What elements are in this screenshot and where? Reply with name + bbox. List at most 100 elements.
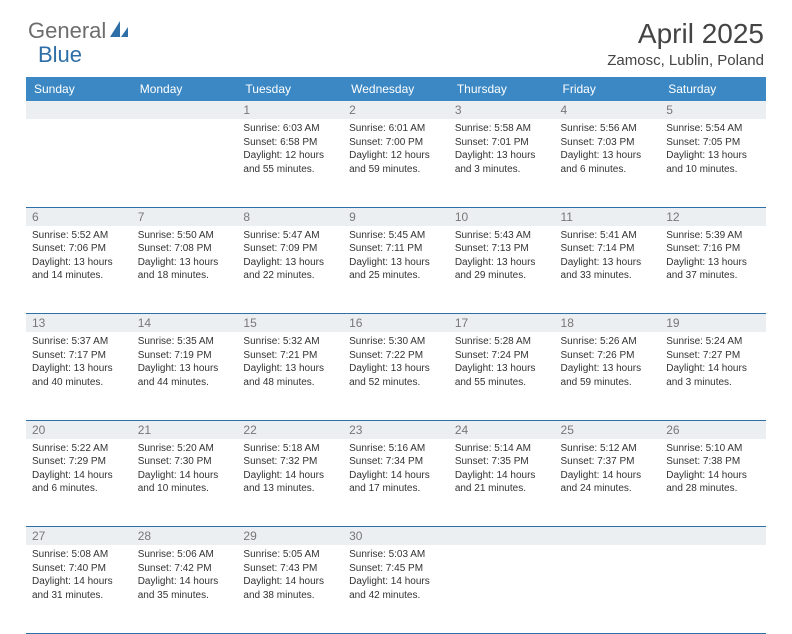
day-detail: Sunrise: 5:56 AMSunset: 7:03 PMDaylight:…	[561, 122, 655, 176]
week-detail-row: Sunrise: 6:03 AMSunset: 6:58 PMDaylight:…	[26, 119, 766, 207]
day-number: 23	[343, 420, 449, 439]
daynum-row: 12345	[26, 101, 766, 119]
day-cell: Sunrise: 5:28 AMSunset: 7:24 PMDaylight:…	[449, 332, 555, 420]
day-number: 12	[660, 207, 766, 226]
day-cell: Sunrise: 5:43 AMSunset: 7:13 PMDaylight:…	[449, 226, 555, 314]
day-number: 7	[132, 207, 238, 226]
day-number: 27	[26, 527, 132, 546]
logo-text-blue-wrap: Blue	[38, 42, 82, 68]
day-cell: Sunrise: 5:12 AMSunset: 7:37 PMDaylight:…	[555, 439, 661, 527]
week-detail-row: Sunrise: 5:08 AMSunset: 7:40 PMDaylight:…	[26, 545, 766, 633]
day-detail: Sunrise: 5:32 AMSunset: 7:21 PMDaylight:…	[243, 335, 337, 389]
weekday-header: Friday	[555, 77, 661, 101]
empty-cell	[132, 119, 238, 207]
day-number: 25	[555, 420, 661, 439]
location-label: Zamosc, Lublin, Poland	[607, 52, 764, 69]
day-number: 8	[237, 207, 343, 226]
day-detail: Sunrise: 5:37 AMSunset: 7:17 PMDaylight:…	[32, 335, 126, 389]
day-number: 9	[343, 207, 449, 226]
day-detail: Sunrise: 5:03 AMSunset: 7:45 PMDaylight:…	[349, 548, 443, 602]
daynum-row: 13141516171819	[26, 314, 766, 333]
day-number: 18	[555, 314, 661, 333]
day-number: 13	[26, 314, 132, 333]
day-detail: Sunrise: 6:03 AMSunset: 6:58 PMDaylight:…	[243, 122, 337, 176]
day-cell: Sunrise: 5:47 AMSunset: 7:09 PMDaylight:…	[237, 226, 343, 314]
daynum-row: 20212223242526	[26, 420, 766, 439]
day-detail: Sunrise: 5:28 AMSunset: 7:24 PMDaylight:…	[455, 335, 549, 389]
day-detail: Sunrise: 5:06 AMSunset: 7:42 PMDaylight:…	[138, 548, 232, 602]
day-number	[26, 101, 132, 119]
header: General April 2025 Zamosc, Lublin, Polan…	[0, 0, 792, 77]
logo-sail-icon	[108, 19, 130, 44]
day-cell: Sunrise: 5:22 AMSunset: 7:29 PMDaylight:…	[26, 439, 132, 527]
day-detail: Sunrise: 5:54 AMSunset: 7:05 PMDaylight:…	[666, 122, 760, 176]
week-detail-row: Sunrise: 5:37 AMSunset: 7:17 PMDaylight:…	[26, 332, 766, 420]
day-cell: Sunrise: 5:50 AMSunset: 7:08 PMDaylight:…	[132, 226, 238, 314]
day-number: 2	[343, 101, 449, 119]
day-cell: Sunrise: 6:03 AMSunset: 6:58 PMDaylight:…	[237, 119, 343, 207]
day-detail: Sunrise: 6:01 AMSunset: 7:00 PMDaylight:…	[349, 122, 443, 176]
empty-cell	[555, 545, 661, 633]
day-number	[132, 101, 238, 119]
day-cell: Sunrise: 5:18 AMSunset: 7:32 PMDaylight:…	[237, 439, 343, 527]
day-cell: Sunrise: 5:52 AMSunset: 7:06 PMDaylight:…	[26, 226, 132, 314]
day-cell: Sunrise: 5:20 AMSunset: 7:30 PMDaylight:…	[132, 439, 238, 527]
day-detail: Sunrise: 5:20 AMSunset: 7:30 PMDaylight:…	[138, 442, 232, 496]
calendar-body: 12345Sunrise: 6:03 AMSunset: 6:58 PMDayl…	[26, 101, 766, 633]
day-cell: Sunrise: 5:26 AMSunset: 7:26 PMDaylight:…	[555, 332, 661, 420]
day-cell: Sunrise: 5:37 AMSunset: 7:17 PMDaylight:…	[26, 332, 132, 420]
day-detail: Sunrise: 5:39 AMSunset: 7:16 PMDaylight:…	[666, 229, 760, 283]
day-detail: Sunrise: 5:05 AMSunset: 7:43 PMDaylight:…	[243, 548, 337, 602]
empty-cell	[26, 119, 132, 207]
weekday-header: Wednesday	[343, 77, 449, 101]
day-detail: Sunrise: 5:41 AMSunset: 7:14 PMDaylight:…	[561, 229, 655, 283]
day-detail: Sunrise: 5:50 AMSunset: 7:08 PMDaylight:…	[138, 229, 232, 283]
day-number: 29	[237, 527, 343, 546]
day-number	[449, 527, 555, 546]
day-number: 20	[26, 420, 132, 439]
day-number: 10	[449, 207, 555, 226]
day-detail: Sunrise: 5:35 AMSunset: 7:19 PMDaylight:…	[138, 335, 232, 389]
day-number: 21	[132, 420, 238, 439]
week-detail-row: Sunrise: 5:52 AMSunset: 7:06 PMDaylight:…	[26, 226, 766, 314]
day-detail: Sunrise: 5:26 AMSunset: 7:26 PMDaylight:…	[561, 335, 655, 389]
day-cell: Sunrise: 5:41 AMSunset: 7:14 PMDaylight:…	[555, 226, 661, 314]
empty-cell	[660, 545, 766, 633]
day-cell: Sunrise: 5:56 AMSunset: 7:03 PMDaylight:…	[555, 119, 661, 207]
day-detail: Sunrise: 5:43 AMSunset: 7:13 PMDaylight:…	[455, 229, 549, 283]
empty-cell	[449, 545, 555, 633]
day-number: 28	[132, 527, 238, 546]
day-cell: Sunrise: 5:32 AMSunset: 7:21 PMDaylight:…	[237, 332, 343, 420]
weekday-header: Monday	[132, 77, 238, 101]
day-detail: Sunrise: 5:30 AMSunset: 7:22 PMDaylight:…	[349, 335, 443, 389]
day-detail: Sunrise: 5:22 AMSunset: 7:29 PMDaylight:…	[32, 442, 126, 496]
logo: General	[28, 18, 132, 44]
day-number: 5	[660, 101, 766, 119]
day-number: 6	[26, 207, 132, 226]
day-number: 16	[343, 314, 449, 333]
day-detail: Sunrise: 5:12 AMSunset: 7:37 PMDaylight:…	[561, 442, 655, 496]
title-block: April 2025 Zamosc, Lublin, Poland	[607, 18, 764, 69]
day-cell: Sunrise: 5:14 AMSunset: 7:35 PMDaylight:…	[449, 439, 555, 527]
day-number: 17	[449, 314, 555, 333]
day-cell: Sunrise: 5:39 AMSunset: 7:16 PMDaylight:…	[660, 226, 766, 314]
day-number: 22	[237, 420, 343, 439]
day-number: 30	[343, 527, 449, 546]
day-cell: Sunrise: 5:03 AMSunset: 7:45 PMDaylight:…	[343, 545, 449, 633]
day-detail: Sunrise: 5:18 AMSunset: 7:32 PMDaylight:…	[243, 442, 337, 496]
day-number: 4	[555, 101, 661, 119]
week-detail-row: Sunrise: 5:22 AMSunset: 7:29 PMDaylight:…	[26, 439, 766, 527]
day-detail: Sunrise: 5:14 AMSunset: 7:35 PMDaylight:…	[455, 442, 549, 496]
day-number: 3	[449, 101, 555, 119]
daynum-row: 6789101112	[26, 207, 766, 226]
day-number	[555, 527, 661, 546]
day-cell: Sunrise: 5:35 AMSunset: 7:19 PMDaylight:…	[132, 332, 238, 420]
day-cell: Sunrise: 6:01 AMSunset: 7:00 PMDaylight:…	[343, 119, 449, 207]
day-cell: Sunrise: 5:24 AMSunset: 7:27 PMDaylight:…	[660, 332, 766, 420]
day-detail: Sunrise: 5:24 AMSunset: 7:27 PMDaylight:…	[666, 335, 760, 389]
day-detail: Sunrise: 5:58 AMSunset: 7:01 PMDaylight:…	[455, 122, 549, 176]
day-number	[660, 527, 766, 546]
month-title: April 2025	[607, 18, 764, 50]
day-detail: Sunrise: 5:45 AMSunset: 7:11 PMDaylight:…	[349, 229, 443, 283]
day-cell: Sunrise: 5:30 AMSunset: 7:22 PMDaylight:…	[343, 332, 449, 420]
